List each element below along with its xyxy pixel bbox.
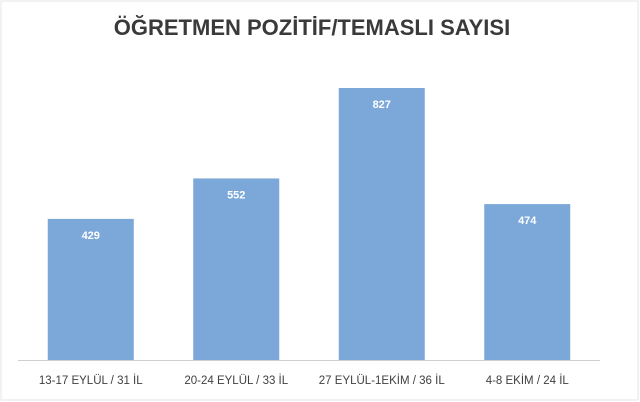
data-label: 474 (518, 215, 537, 227)
x-tick-label: 20-24 EYLÜL / 33 İL (184, 374, 288, 387)
data-label: 827 (373, 99, 391, 111)
data-label: 429 (82, 230, 100, 242)
x-tick-label: 27 EYLÜL-1EKİM / 36 İL (319, 374, 446, 387)
x-tick-label: 4-8 EKİM / 24 İL (486, 374, 570, 387)
chart-title: ÖĞRETMEN POZİTİF/TEMASLI SAYISI (114, 15, 510, 40)
x-tick-label: 13-17 EYLÜL / 31 İL (39, 374, 143, 387)
data-label: 552 (227, 189, 245, 201)
bar (484, 204, 571, 360)
bar (193, 178, 280, 360)
bar (338, 88, 425, 360)
bar (47, 218, 134, 360)
